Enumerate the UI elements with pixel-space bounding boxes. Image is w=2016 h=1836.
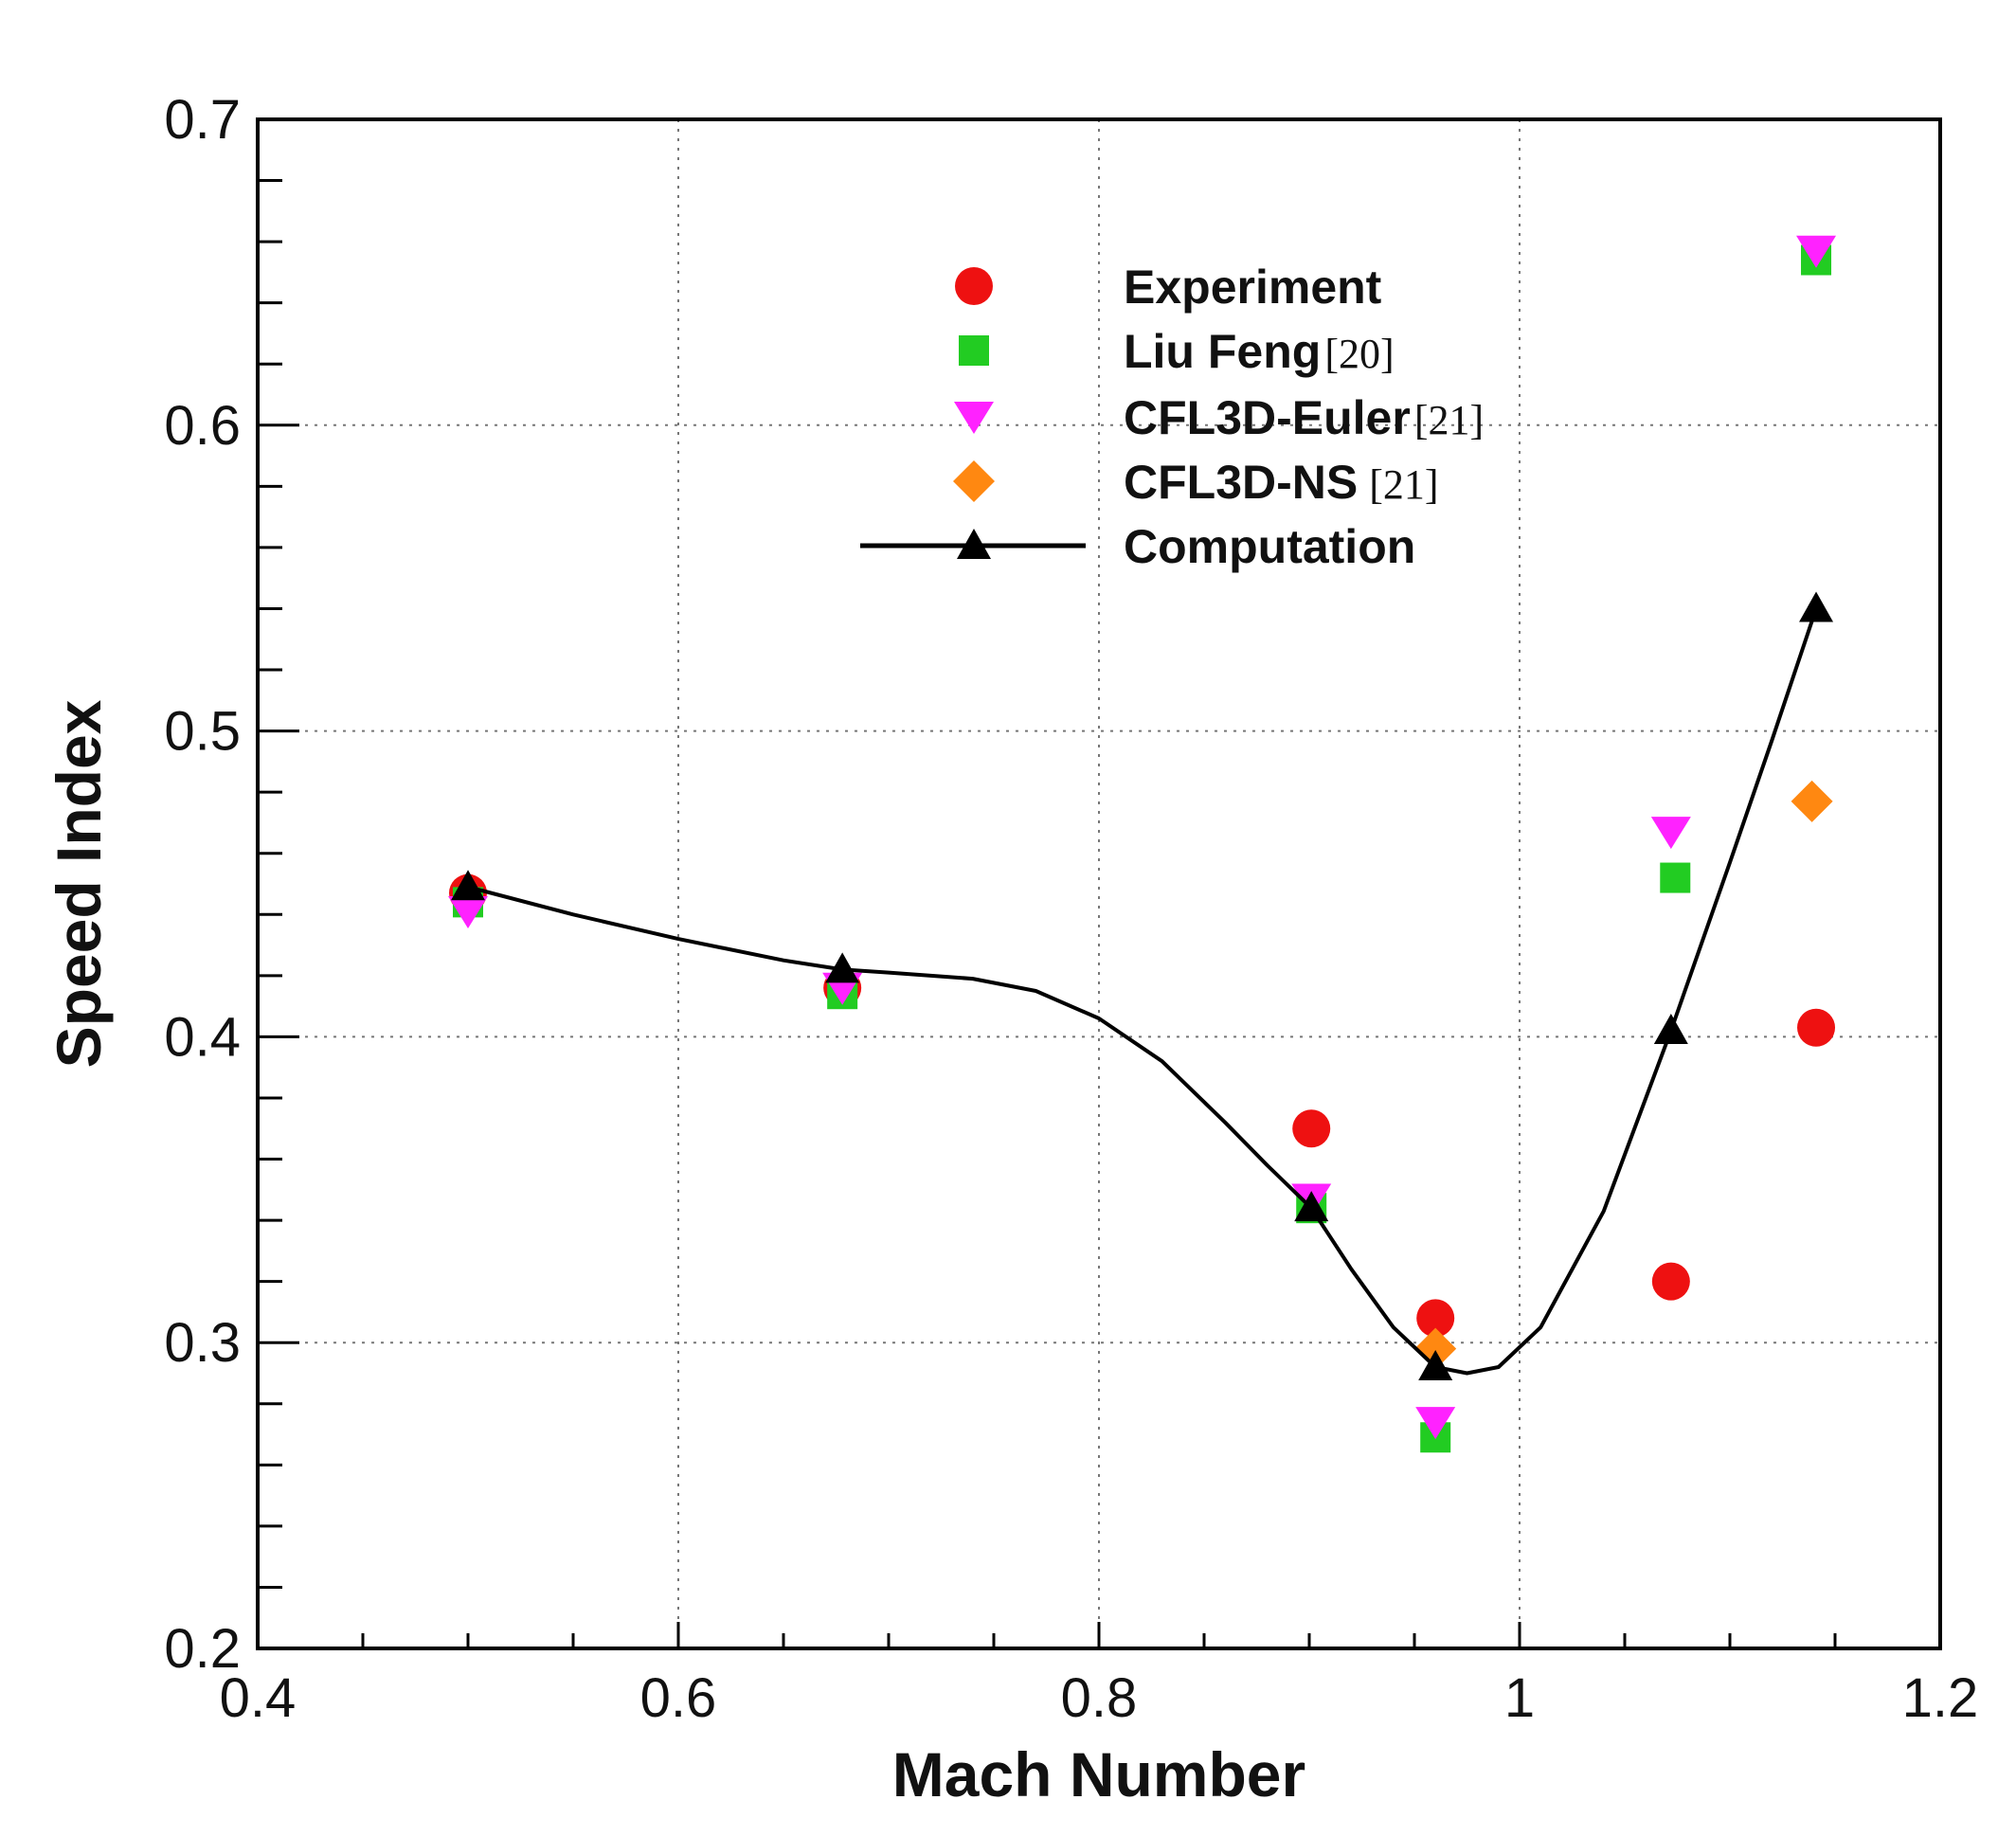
y-tick-label: 0.7 bbox=[164, 89, 241, 151]
data-series bbox=[448, 235, 1837, 1453]
legend-marker-computation bbox=[957, 529, 991, 559]
legend-marker-experiment bbox=[955, 267, 993, 305]
cfl3d-euler-point bbox=[1650, 817, 1691, 850]
x-tick-label: 0.6 bbox=[640, 1667, 717, 1729]
experiment-point bbox=[1292, 1109, 1331, 1148]
legend-entry-liu-feng: Liu Feng[20] bbox=[959, 325, 1395, 378]
legend: Experiment Liu Feng[20] CFL3D-Euler[21] CFL… bbox=[860, 261, 1484, 573]
experiment-point bbox=[1797, 1008, 1836, 1047]
cfl3d-euler-point bbox=[448, 896, 488, 929]
legend-label-liu-feng: Liu Feng[20] bbox=[1124, 325, 1395, 378]
x-tick-label: 1.2 bbox=[1902, 1667, 1979, 1729]
legend-label-computation: Computation bbox=[1124, 520, 1415, 573]
legend-label-cfl3d-ns: CFL3D-NS [21] bbox=[1124, 456, 1439, 509]
legend-marker-cfl3d-euler bbox=[954, 402, 994, 434]
computation-point bbox=[825, 952, 860, 983]
plot-frame bbox=[256, 117, 1942, 1650]
computation-point bbox=[1418, 1350, 1453, 1381]
computation-point bbox=[1653, 1013, 1688, 1044]
x-axis-title: Mach Number bbox=[892, 1739, 1305, 1809]
axis-ticks bbox=[256, 117, 1942, 1650]
y-tick-label: 0.4 bbox=[164, 1006, 241, 1068]
liu-feng-point bbox=[1660, 862, 1691, 893]
computation-point bbox=[1799, 591, 1834, 622]
computation-point bbox=[1294, 1191, 1329, 1222]
y-tick-label: 0.3 bbox=[164, 1312, 241, 1374]
legend-entry-experiment: Experiment bbox=[955, 261, 1382, 314]
legend-entry-cfl3d-ns: CFL3D-NS [21] bbox=[953, 456, 1439, 509]
y-tick-label: 0.2 bbox=[164, 1618, 241, 1680]
legend-label-experiment: Experiment bbox=[1124, 261, 1382, 314]
computation-point bbox=[451, 870, 485, 901]
series-computation bbox=[451, 591, 1834, 1381]
legend-marker-liu-feng bbox=[959, 335, 989, 366]
x-tick-label: 0.4 bbox=[220, 1667, 297, 1729]
y-tick-label: 0.6 bbox=[164, 395, 241, 457]
computation-curve bbox=[467, 607, 1818, 1376]
cfl3d-ns-point bbox=[1791, 780, 1833, 822]
cfl3d-euler-point bbox=[1415, 1407, 1456, 1440]
x-tick-label: 1 bbox=[1504, 1667, 1535, 1729]
x-tick-label: 0.8 bbox=[1061, 1667, 1138, 1729]
experiment-point bbox=[1651, 1262, 1690, 1301]
legend-label-cfl3d-euler: CFL3D-Euler[21] bbox=[1124, 391, 1484, 444]
experiment-point bbox=[1416, 1299, 1455, 1338]
y-axis-title: Speed Index bbox=[44, 699, 114, 1068]
cfl3d-euler-point bbox=[1796, 235, 1837, 268]
tick-labels: 0.4 0.6 0.8 1 1.2 0.2 0.3 0.4 0.5 0.6 0.7 bbox=[164, 89, 1978, 1729]
y-tick-label: 0.5 bbox=[164, 701, 241, 763]
legend-marker-cfl3d-ns bbox=[953, 460, 995, 502]
legend-entry-computation: Computation bbox=[860, 520, 1415, 573]
legend-entry-cfl3d-euler: CFL3D-Euler[21] bbox=[954, 391, 1484, 444]
